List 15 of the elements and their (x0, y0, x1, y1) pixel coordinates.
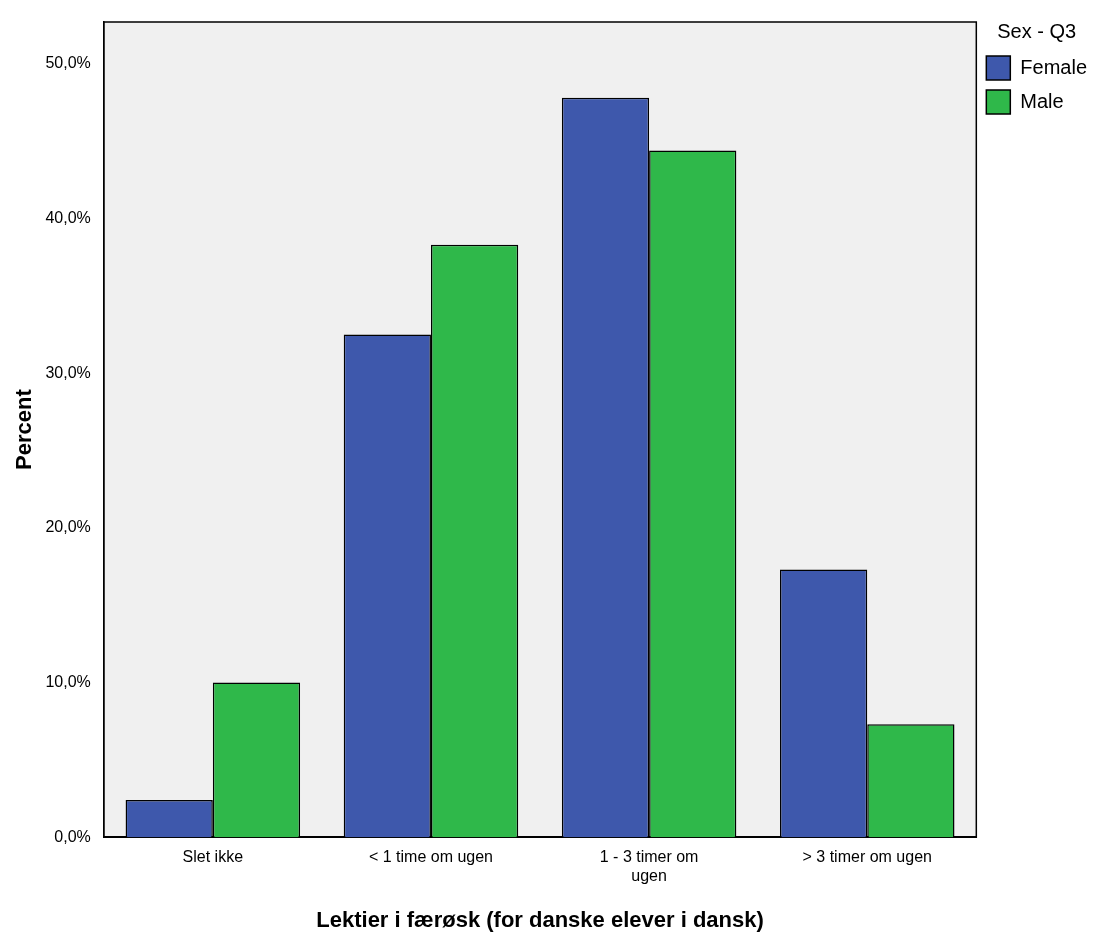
x-tick-label: Slet ikke (182, 848, 244, 866)
legend-label: Male (1020, 89, 1064, 112)
y-tick-label: 30,0% (45, 363, 91, 381)
y-tick-label: 10,0% (45, 672, 91, 690)
x-tick-label: 1 - 3 timer om ugen (599, 848, 699, 885)
y-tick-label: 50,0% (45, 54, 91, 72)
y-axis-title: Percent (11, 388, 37, 470)
y-tick-label: 0,0% (54, 827, 91, 845)
legend-label: Female (1020, 55, 1088, 78)
y-tick-label: 40,0% (45, 208, 91, 226)
y-tick-label: 20,0% (45, 518, 91, 536)
x-tick-label: < 1 time om ugen (368, 848, 494, 866)
x-axis-title: Lektier i færøsk (for danske elever i dansk) (316, 906, 764, 932)
x-tick-label: > 3 timer om ugen (802, 848, 932, 866)
legend-title: Sex - Q3 (997, 19, 1077, 42)
